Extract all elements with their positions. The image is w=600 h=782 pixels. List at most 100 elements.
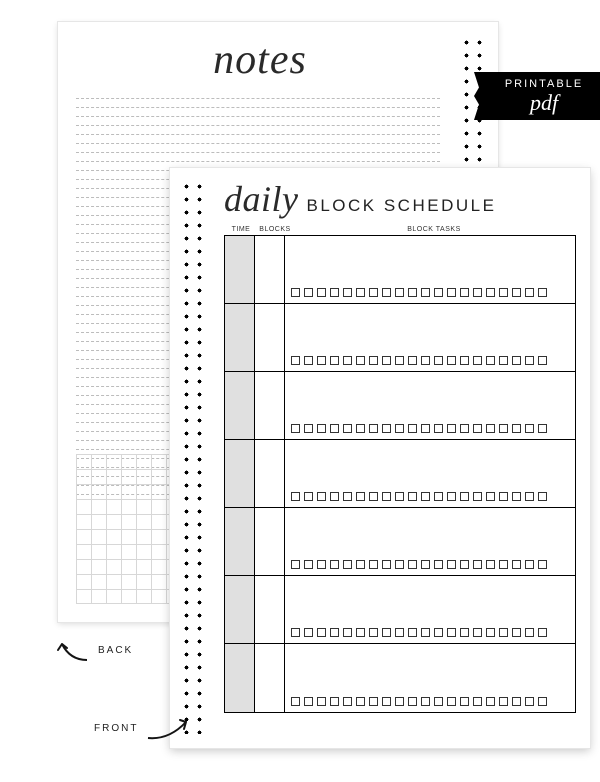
task-checkbox (473, 492, 482, 501)
task-checkbox (356, 628, 365, 637)
task-checkbox (512, 628, 521, 637)
task-checkbox (395, 356, 404, 365)
task-checkbox (356, 697, 365, 706)
task-checkbox (512, 288, 521, 297)
task-checkbox (473, 560, 482, 569)
task-checkbox (512, 356, 521, 365)
ribbon-line2: pdf (530, 92, 558, 114)
schedule-row (225, 508, 575, 576)
task-checkbox (408, 492, 417, 501)
back-arrow-icon (52, 636, 92, 664)
task-checkbox (330, 628, 339, 637)
task-checkbox (512, 697, 521, 706)
task-checkbox (395, 492, 404, 501)
task-checkbox (369, 288, 378, 297)
dashed-line (76, 125, 440, 134)
task-checkbox (499, 697, 508, 706)
cell-time (225, 644, 255, 712)
task-checkbox (447, 560, 456, 569)
task-checkbox (460, 560, 469, 569)
task-checkbox (395, 560, 404, 569)
task-checkbox (434, 492, 443, 501)
cell-tasks (285, 576, 575, 643)
dashed-line (76, 116, 440, 125)
task-checkbox (343, 356, 352, 365)
task-checkbox (304, 697, 313, 706)
task-checkbox (369, 697, 378, 706)
checkbox-strip (291, 560, 569, 569)
task-checkbox (512, 492, 521, 501)
dashed-line (76, 98, 440, 107)
task-checkbox (538, 697, 547, 706)
back-label-text: BACK (98, 645, 133, 656)
polka-strip-left (180, 180, 208, 734)
task-checkbox (486, 492, 495, 501)
cell-blocks (255, 236, 285, 303)
cell-tasks (285, 372, 575, 439)
task-checkbox (343, 560, 352, 569)
task-checkbox (525, 560, 534, 569)
task-checkbox (343, 628, 352, 637)
task-checkbox (421, 560, 430, 569)
task-checkbox (343, 424, 352, 433)
cell-blocks (255, 644, 285, 712)
cell-tasks (285, 304, 575, 371)
task-checkbox (317, 628, 326, 637)
task-checkbox (486, 356, 495, 365)
task-checkbox (460, 628, 469, 637)
task-checkbox (434, 288, 443, 297)
task-checkbox (421, 424, 430, 433)
task-checkbox (343, 697, 352, 706)
task-checkbox (395, 288, 404, 297)
task-checkbox (421, 697, 430, 706)
dashed-line (76, 152, 440, 161)
task-checkbox (330, 356, 339, 365)
task-checkbox (291, 356, 300, 365)
task-checkbox (486, 697, 495, 706)
task-checkbox (460, 288, 469, 297)
checkbox-strip (291, 424, 569, 433)
dashed-line (76, 134, 440, 143)
dashed-line (76, 107, 440, 116)
checkbox-strip (291, 288, 569, 297)
cell-blocks (255, 508, 285, 575)
checkbox-strip (291, 628, 569, 637)
task-checkbox (499, 356, 508, 365)
task-checkbox (408, 697, 417, 706)
task-checkbox (447, 288, 456, 297)
task-checkbox (421, 492, 430, 501)
task-checkbox (473, 356, 482, 365)
task-checkbox (304, 288, 313, 297)
task-checkbox (525, 697, 534, 706)
task-checkbox (291, 560, 300, 569)
ribbon-line1: PRINTABLE (505, 79, 583, 90)
task-checkbox (317, 424, 326, 433)
task-checkbox (356, 356, 365, 365)
task-checkbox (356, 492, 365, 501)
task-checkbox (408, 288, 417, 297)
task-checkbox (447, 356, 456, 365)
task-checkbox (382, 628, 391, 637)
task-checkbox (304, 356, 313, 365)
cell-time (225, 304, 255, 371)
task-checkbox (382, 424, 391, 433)
schedule-row (225, 576, 575, 644)
task-checkbox (447, 697, 456, 706)
task-checkbox (317, 356, 326, 365)
cell-tasks (285, 644, 575, 712)
cell-blocks (255, 372, 285, 439)
task-checkbox (291, 628, 300, 637)
task-checkbox (434, 628, 443, 637)
task-checkbox (408, 628, 417, 637)
task-checkbox (499, 560, 508, 569)
task-checkbox (291, 697, 300, 706)
cell-time (225, 236, 255, 303)
front-arrow-icon (144, 712, 194, 744)
cell-tasks (285, 236, 575, 303)
task-checkbox (460, 424, 469, 433)
task-checkbox (499, 288, 508, 297)
task-checkbox (330, 288, 339, 297)
printable-pdf-ribbon: PRINTABLE pdf (488, 72, 600, 120)
task-checkbox (343, 492, 352, 501)
task-checkbox (499, 424, 508, 433)
